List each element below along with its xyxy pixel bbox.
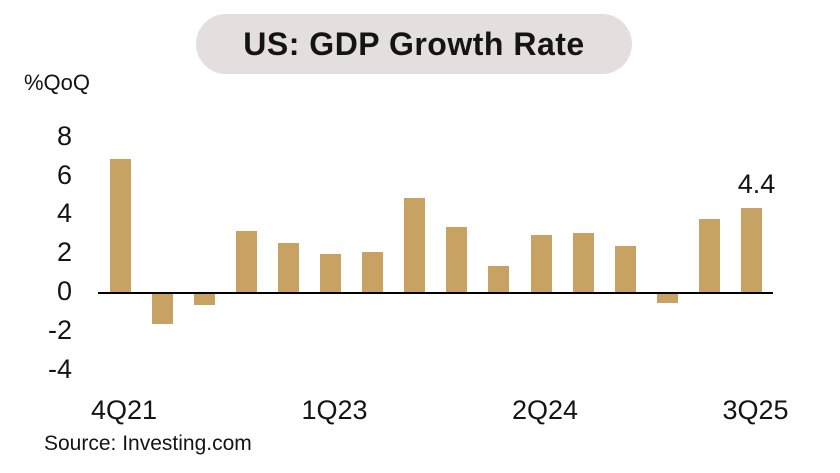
bar-value-label: 4.4: [737, 168, 776, 199]
bar: [572, 232, 594, 293]
y-tick-label: -2: [47, 314, 72, 345]
bar: [235, 230, 257, 293]
y-tick-label: 6: [56, 159, 72, 190]
x-axis-line: [98, 292, 773, 294]
source-note: Source: Investing.com: [44, 432, 252, 455]
y-tick-label: 0: [56, 276, 72, 306]
y-tick-label: 4: [56, 198, 72, 229]
x-tick-label: 1Q23: [301, 395, 368, 425]
bar: [109, 159, 131, 293]
y-tick-label: 8: [56, 120, 72, 151]
y-tick-label: 2: [56, 237, 72, 268]
bar: [277, 242, 299, 293]
y-axis-unit-label: %QoQ: [24, 70, 91, 95]
bar: [404, 197, 426, 293]
y-tick-label: -4: [47, 353, 72, 384]
page-title: US: GDP Growth Rate: [243, 25, 585, 62]
bar: [193, 293, 215, 305]
bar: [614, 246, 636, 293]
bar: [362, 252, 384, 293]
x-tick-label: 4Q21: [90, 395, 158, 425]
title-pill: US: GDP Growth Rate: [196, 14, 632, 74]
bar: [446, 227, 468, 293]
bar: [656, 293, 678, 303]
bar: [320, 254, 341, 293]
bar: [488, 265, 510, 293]
bar: [741, 207, 762, 293]
x-tick-label: 3Q25: [722, 395, 789, 425]
bar: [530, 234, 552, 293]
bar: [698, 219, 720, 293]
bar: [151, 293, 173, 325]
x-tick-label: 2Q24: [511, 395, 579, 425]
